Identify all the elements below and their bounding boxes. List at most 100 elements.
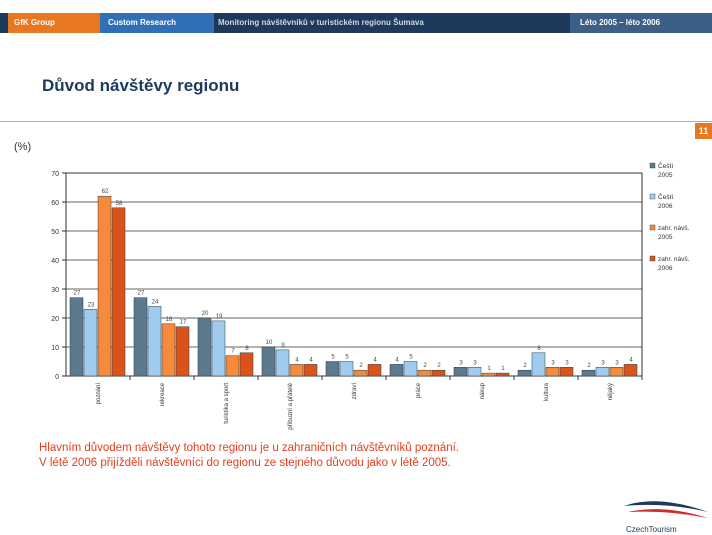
bar: [339, 361, 354, 377]
bar: [581, 369, 596, 377]
y-tick-label: 30: [51, 287, 59, 294]
data-label: 27: [74, 291, 81, 297]
legend-swatch: [649, 224, 656, 231]
project-label: Monitoring návštěvníků v turistickém reg…: [218, 18, 424, 27]
x-tick-label: příbuzní a přátelé: [288, 382, 294, 429]
bar: [367, 364, 382, 377]
data-label: 19: [216, 314, 223, 320]
x-tick-label: zdraví: [352, 383, 358, 400]
legend-label: zahr. návš.: [658, 256, 690, 263]
bar: [83, 309, 98, 377]
legend-swatch: [649, 255, 656, 262]
page-title: Důvod návštěvy regionu: [42, 76, 240, 95]
bar: [517, 369, 532, 377]
bar: [531, 352, 546, 377]
bar: [97, 195, 112, 377]
bar: [623, 364, 638, 377]
data-label: 5: [331, 355, 335, 361]
bar: [595, 367, 610, 377]
czechtourism-logo: CzechTourism: [618, 494, 712, 535]
y-axis-label: (%): [14, 141, 31, 153]
bar: [225, 355, 240, 377]
bar: [275, 349, 290, 377]
legend-label: Čeští: [658, 192, 673, 201]
y-tick-label: 60: [51, 200, 59, 207]
bar: [161, 323, 176, 377]
data-label: 5: [345, 355, 349, 361]
unit-label: Custom Research: [100, 13, 214, 33]
bar: [559, 367, 574, 377]
bar: [417, 369, 432, 377]
legend-label: 2005: [658, 234, 673, 241]
data-label: 8: [245, 346, 249, 352]
brand-label: GfK Group: [8, 13, 100, 33]
bar: [453, 367, 468, 377]
legend-label: 2006: [658, 265, 673, 272]
page-number: 11: [695, 123, 712, 139]
data-label: 2: [437, 363, 441, 369]
data-label: 4: [295, 357, 299, 363]
x-tick-label: rekreace: [160, 382, 166, 406]
legend-label: Čeští: [658, 161, 673, 170]
bar: [467, 367, 482, 377]
bar: [197, 317, 212, 377]
bar: [325, 361, 340, 377]
legend-label: zahr. návš.: [658, 225, 690, 232]
data-label: 3: [459, 360, 463, 366]
y-tick-label: 10: [51, 345, 59, 352]
bar: [609, 367, 624, 377]
x-tick-label: turistika a sport: [224, 383, 230, 424]
header-bar: GfK Group Custom Research Monitoring náv…: [0, 13, 712, 33]
bar: [289, 364, 304, 377]
legend-swatch: [649, 162, 656, 169]
bar: [147, 306, 162, 377]
legend-label: 2006: [658, 203, 673, 210]
data-label: 3: [565, 360, 569, 366]
bar: [545, 367, 560, 377]
bar: [389, 364, 404, 377]
data-label: 18: [166, 317, 173, 323]
logo-text: CzechTourism: [626, 525, 677, 534]
bar: [495, 372, 510, 377]
bar: [353, 369, 368, 377]
data-label: 4: [629, 357, 633, 363]
data-label: 2: [523, 363, 527, 369]
data-label: 23: [88, 302, 95, 308]
data-label: 4: [373, 357, 377, 363]
legend-swatch: [649, 193, 656, 200]
data-label: 4: [309, 357, 313, 363]
bar: [481, 372, 496, 377]
bar: [239, 352, 254, 377]
data-label: 17: [180, 320, 187, 326]
x-tick-label: kultura: [544, 382, 550, 401]
bar: [261, 346, 276, 377]
data-label: 1: [501, 366, 505, 372]
bar: [211, 320, 226, 377]
data-label: 8: [537, 346, 541, 352]
period-label: Léto 2005 – léto 2006: [570, 13, 712, 33]
data-label: 24: [152, 299, 159, 305]
data-label: 3: [615, 360, 619, 366]
data-label: 20: [202, 311, 209, 317]
y-tick-label: 0: [55, 374, 59, 381]
bar: [133, 297, 148, 377]
y-tick-label: 70: [51, 171, 59, 178]
divider: [0, 121, 712, 122]
bar: [431, 369, 446, 377]
note-line-2: V létě 2006 přijížděli návštěvníci do re…: [39, 457, 451, 469]
note-line-1: Hlavním důvodem návštěvy tohoto regionu …: [39, 442, 459, 454]
x-tick-label: nějaký: [608, 383, 614, 400]
bar: [303, 364, 318, 377]
data-label: 2: [423, 363, 427, 369]
data-label: 2: [587, 363, 591, 369]
bar: [69, 297, 84, 377]
bar: [111, 207, 126, 377]
data-label: 3: [551, 360, 555, 366]
bar: [403, 361, 418, 377]
y-tick-label: 40: [51, 258, 59, 265]
data-label: 1: [487, 366, 491, 372]
data-label: 58: [116, 201, 123, 207]
data-label: 10: [266, 340, 273, 346]
data-label: 3: [473, 360, 477, 366]
